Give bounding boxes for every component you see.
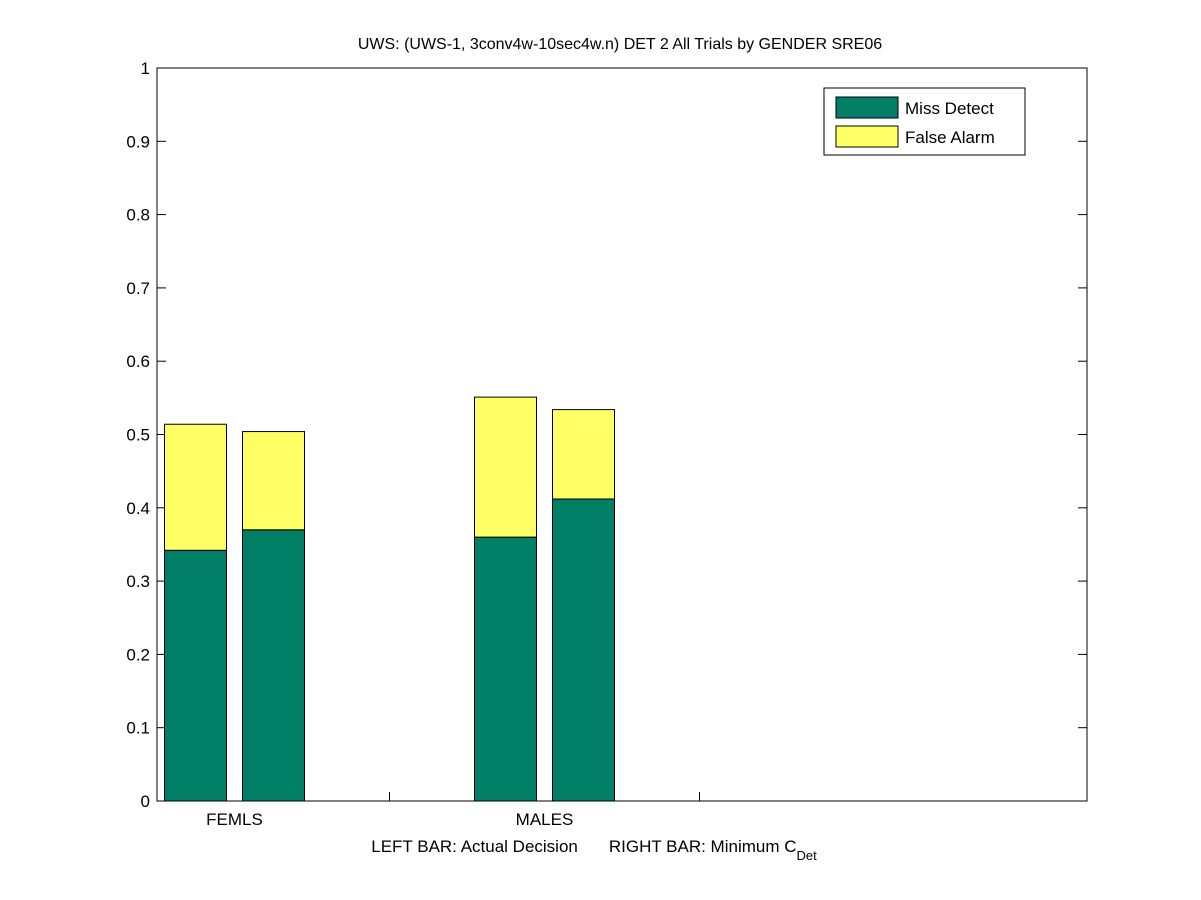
x-tick-label: MALES (516, 810, 574, 829)
x-tick-label: FEMLS (206, 810, 263, 829)
y-axis: 0 0.1 0.2 0.3 0.4 0.5 0.6 0.7 0.8 0.9 1 (126, 59, 1087, 811)
plot-area (156, 67, 1088, 802)
y-tick-label: 0.1 (126, 719, 150, 738)
y-tick-label: 0.3 (126, 572, 150, 591)
x-axis: FEMLS MALES (206, 792, 700, 829)
legend-label-false-alarm: False Alarm (905, 128, 995, 147)
legend-swatch-miss-detect (835, 96, 899, 119)
y-tick-label: 0.2 (126, 645, 150, 664)
chart-title: UWS: (UWS-1, 3conv4w-10sec4w.n) DET 2 Al… (358, 36, 882, 53)
bar-false-alarm (164, 423, 227, 551)
x-axis-label-right: RIGHT BAR: Minimum C (609, 837, 797, 856)
legend-swatch-false-alarm (835, 125, 899, 148)
y-tick-label: 1 (141, 59, 150, 78)
y-tick-label: 0.4 (126, 499, 150, 518)
legend-label-miss-detect: Miss Detect (905, 99, 994, 118)
y-tick-label: 0.6 (126, 352, 150, 371)
y-tick-label: 0.7 (126, 279, 150, 298)
legend: Miss Detect False Alarm (823, 87, 1026, 156)
bar-false-alarm (242, 431, 305, 531)
bar-miss-detect (474, 536, 537, 802)
x-axis-label-left: LEFT BAR: Actual Decision (371, 837, 578, 856)
y-tick-label: 0 (141, 792, 150, 811)
x-axis-label: LEFT BAR: Actual Decision RIGHT BAR: Mini… (371, 837, 817, 863)
y-tick-label: 0.8 (126, 206, 150, 225)
y-tick-label: 0.5 (126, 426, 150, 445)
bar-miss-detect (164, 549, 227, 802)
bar-false-alarm (552, 409, 615, 500)
bars-group (164, 396, 615, 802)
bar-false-alarm (474, 396, 537, 538)
bar-miss-detect (242, 529, 305, 802)
x-axis-label-subscript: Det (797, 848, 818, 863)
y-tick-label: 0.9 (126, 132, 150, 151)
bar-miss-detect (552, 498, 615, 802)
